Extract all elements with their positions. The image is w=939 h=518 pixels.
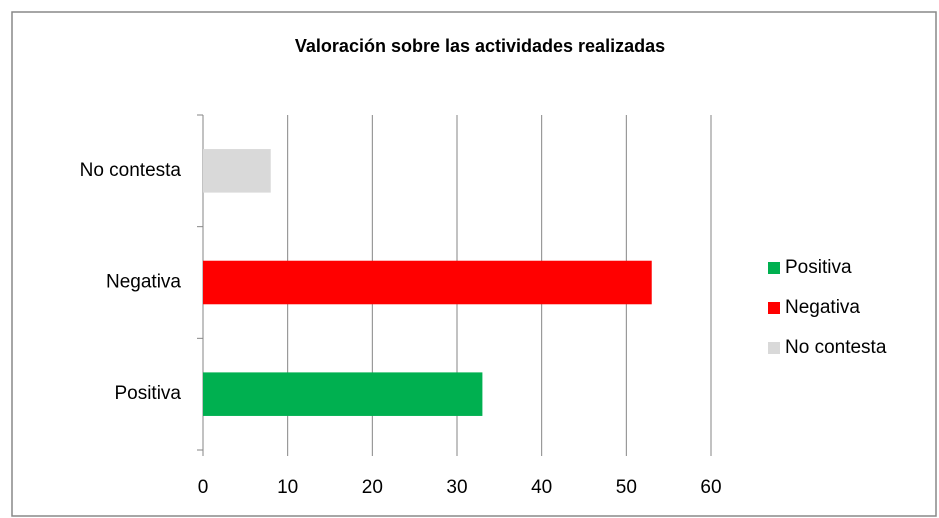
x-tick-label: 30 [446,477,467,498]
legend-swatch [768,262,780,274]
x-tick-label: 50 [616,477,637,498]
legend-label: Positiva [785,257,852,278]
legend-swatch [768,342,780,354]
y-tick-label: Negativa [106,272,181,293]
legend-swatch [768,302,780,314]
x-tick-label: 40 [531,477,552,498]
chart-title: Valoración sobre las actividades realiza… [295,36,665,56]
bar [203,149,271,193]
legend-label: No contesta [785,337,887,358]
x-tick-label: 20 [362,477,383,498]
y-tick-label: Positiva [114,383,181,404]
y-tick-label: No contesta [80,160,182,181]
x-tick-label: 10 [277,477,298,498]
legend-label: Negativa [785,297,860,318]
x-tick-label: 60 [700,477,721,498]
x-tick-label: 0 [198,477,209,498]
bar [203,372,483,416]
bar [203,260,652,305]
